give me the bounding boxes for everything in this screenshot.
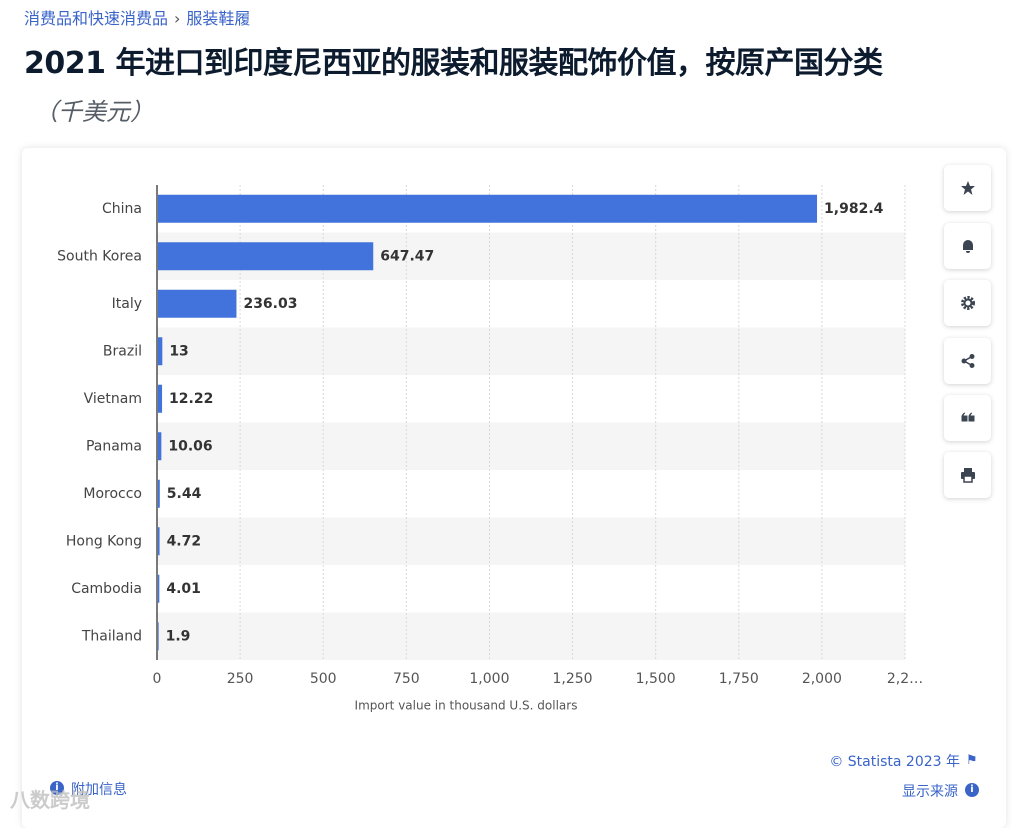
settings-button[interactable]: [944, 280, 991, 326]
breadcrumb-link[interactable]: 消费品和快速消费品: [24, 9, 169, 28]
value-label: 1,982.4: [824, 201, 884, 217]
x-tick-label: 250: [227, 671, 254, 687]
value-label: 10.06: [168, 438, 212, 454]
flag-icon[interactable]: ⚑: [966, 753, 978, 768]
y-tick-label: South Korea: [57, 248, 142, 264]
bar: [158, 384, 163, 413]
bar: [158, 432, 162, 461]
x-tick-label: 2,2…: [887, 671, 923, 687]
x-tick-label: 1,500: [636, 671, 676, 687]
y-tick-label: Hong Kong: [66, 533, 142, 549]
x-tick-label: 500: [310, 671, 337, 687]
bar: [158, 289, 237, 318]
x-tick-label: 750: [393, 671, 420, 687]
value-label: 12.22: [169, 391, 213, 407]
y-tick-label: Thailand: [81, 628, 142, 644]
x-tick-label: 0: [153, 671, 162, 687]
x-tick-label: 1,000: [469, 671, 509, 687]
value-label: 1.9: [166, 628, 191, 644]
y-tick-label: China: [102, 201, 142, 217]
info-icon: i: [50, 781, 64, 795]
row-band: [157, 612, 905, 660]
info-link[interactable]: 附加信息: [71, 782, 127, 798]
bar: [158, 242, 374, 271]
row-band: [157, 517, 905, 565]
alert-button[interactable]: [944, 223, 991, 269]
share-button[interactable]: [944, 338, 991, 384]
y-tick-label: Italy: [112, 296, 142, 312]
print-button[interactable]: [944, 452, 991, 498]
copyright[interactable]: © Statista 2023 年: [829, 754, 960, 770]
watermark: 八数跨境: [10, 788, 90, 812]
value-label: 647.47: [380, 248, 434, 264]
value-label: 5.44: [167, 486, 202, 502]
bar: [158, 527, 160, 556]
y-tick-label: Brazil: [103, 343, 142, 359]
cite-button[interactable]: [944, 395, 991, 441]
y-tick-label: Cambodia: [71, 581, 142, 597]
row-band: [157, 422, 905, 470]
value-label: 13: [169, 343, 188, 359]
x-tick-label: 1,750: [719, 671, 759, 687]
bar: [158, 479, 160, 508]
bar: [158, 622, 159, 651]
row-band: [157, 327, 905, 375]
chart-card: 0 250 500 750 1,000 1,250 1,500 1,750 2,000 2,2… I…: [22, 148, 1006, 828]
y-tick-label: Panama: [86, 438, 142, 454]
value-label: 4.72: [167, 533, 202, 549]
page-title: 2021 年进口到印度尼西亚的服装和服装配饰价值，按原产国分类: [24, 46, 883, 81]
breadcrumb-link[interactable]: 服装鞋履: [186, 9, 251, 28]
breadcrumb: 消费品和快速消费品 › 服装鞋履: [24, 9, 251, 28]
subtitle: （千美元）: [34, 98, 154, 126]
value-label: 236.03: [243, 296, 297, 312]
value-label: 4.01: [166, 581, 201, 597]
x-tick-label: 2,000: [802, 671, 842, 687]
x-tick-label: 1,250: [553, 671, 593, 687]
bar: [158, 574, 160, 603]
favorite-button[interactable]: [944, 165, 991, 211]
bar: [158, 194, 818, 223]
x-axis-label: Import value in thousand U.S. dollars: [355, 699, 578, 713]
chart: 0 250 500 750 1,000 1,250 1,500 1,750 2,000 2,2… I…: [57, 185, 923, 713]
y-tick-label: Vietnam: [84, 391, 142, 407]
info-icon: i: [965, 783, 979, 797]
bar: [158, 337, 163, 366]
source-link[interactable]: 显示来源: [902, 784, 958, 800]
y-tick-label: Morocco: [83, 486, 142, 502]
